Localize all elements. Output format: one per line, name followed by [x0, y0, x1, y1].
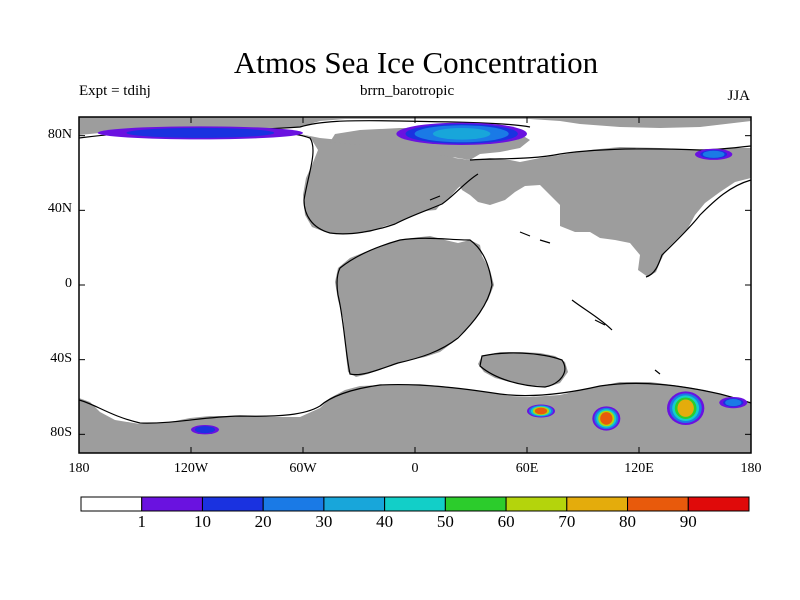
colorbar: [80, 496, 750, 512]
y-tick-label: 80S: [50, 425, 72, 441]
map-ticks: [78, 117, 752, 453]
land-eurasia: [458, 147, 751, 277]
sea-ice-cell: [198, 427, 212, 433]
sea-ice-cell: [155, 129, 246, 137]
y-tick-label: 40S: [50, 350, 72, 366]
plot-title: Atmos Sea Ice Concentration: [233, 45, 599, 80]
x-tick-label: 0: [411, 461, 419, 476]
land-antarctica: [79, 382, 751, 453]
sea-ice-cell: [600, 412, 613, 425]
colorbar-swatch: [323, 496, 386, 512]
coastline-north-america: [229, 131, 479, 235]
colorbar-swatch: [444, 496, 507, 512]
coastline-antarctica: [78, 382, 752, 424]
x-tick-label: 180: [68, 461, 90, 476]
colorbar-level-label: 1: [137, 512, 146, 531]
land-north-america: [230, 128, 478, 234]
colorbar-swatch: [201, 496, 264, 512]
land-south-america: [335, 236, 494, 377]
colorbar-level-label: 20: [254, 512, 272, 531]
colorbar-swatch: [141, 496, 203, 512]
colorbar-swatch: [262, 496, 325, 512]
x-tick-label: 60E: [515, 461, 539, 476]
colorbar-level-label: 30: [315, 512, 333, 531]
coastline-south-america: [336, 237, 493, 376]
x-tick-label: 60W: [289, 461, 317, 476]
colorbar-level-label: 10: [193, 512, 211, 531]
coastline-small-islands: [429, 195, 661, 375]
colorbar-level-label: 90: [679, 512, 697, 531]
colorbar-swatch: [80, 496, 143, 512]
x-tick-label: 120E: [624, 461, 654, 476]
colorbar-level-label: 60: [497, 512, 515, 531]
sea-ice-cell: [727, 399, 740, 406]
coastline-africa-fragment: [479, 352, 566, 388]
sea-ice-layer: [97, 122, 748, 435]
land-east-islands: [688, 160, 705, 180]
colorbar-swatch: [627, 496, 689, 512]
sea-ice-cell: [432, 127, 491, 140]
colorbar-level-label: 80: [619, 512, 637, 531]
colorbar-swatch: [505, 496, 568, 512]
colorbar-level-label: 40: [376, 512, 394, 531]
land-arctic-strip: [79, 117, 751, 135]
x-tick-label: 180: [740, 461, 762, 476]
season-label: JJA: [727, 88, 750, 104]
sea-ice-cell: [677, 399, 694, 417]
colorbar-level-label: 50: [436, 512, 454, 531]
case-label: brrn_barotropic: [360, 83, 455, 99]
y-tick-label: 40N: [47, 201, 72, 217]
experiment-label: Expt = tdihj: [79, 83, 151, 99]
sea-ice-cell: [534, 407, 548, 415]
y-tick-label: 80N: [47, 126, 72, 142]
colorbar-level-label: 70: [558, 512, 576, 531]
map-panel: [78, 116, 752, 454]
coastline-island-chain: [571, 299, 613, 331]
x-tick-label: 120W: [173, 461, 209, 476]
colorbar-swatch: [687, 496, 750, 512]
coastline-eurasia: [469, 145, 752, 278]
colorbar-swatch: [384, 496, 446, 512]
y-tick-label: 0: [65, 276, 72, 291]
colorbar-swatch: [566, 496, 629, 512]
sea-ice-cell: [705, 151, 722, 158]
